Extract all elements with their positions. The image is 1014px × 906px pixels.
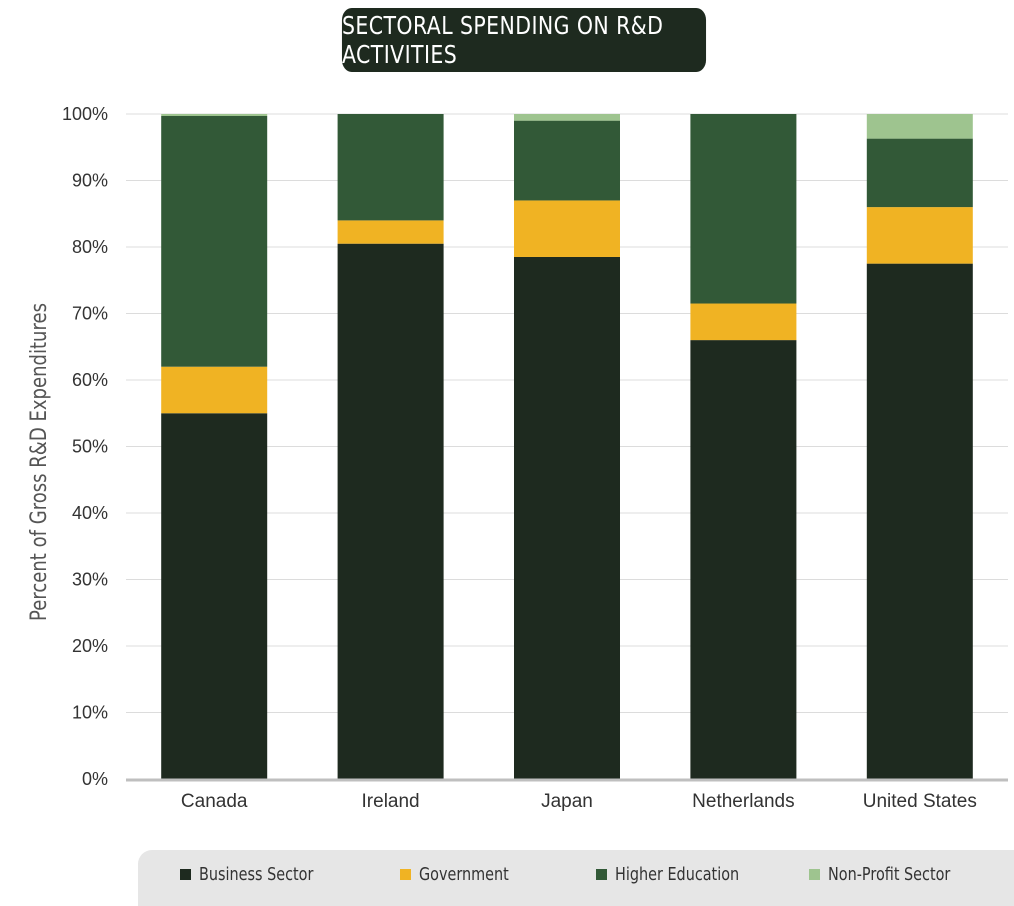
bar-segment xyxy=(866,138,973,208)
y-tick-labels: 0% 10% 20% 30% 40% 50% 60% 70% 80% 90% 100% xyxy=(62,104,108,789)
stacked-bar-chart: 0% 10% 20% 30% 40% 50% 60% 70% 80% 90% 100% Canada… xyxy=(25,104,1008,812)
legend-label: Higher Education xyxy=(615,864,740,885)
y-tick-label: 70% xyxy=(72,304,108,324)
legend-item: Business Sector xyxy=(180,864,342,885)
bar-segment xyxy=(514,120,620,201)
legend: Business Sector Government Higher Educatio… xyxy=(138,850,1014,906)
y-tick-label: 40% xyxy=(72,503,108,523)
bar-segment xyxy=(337,220,444,244)
bar-segment xyxy=(514,256,620,780)
y-tick-label: 0% xyxy=(82,769,108,789)
x-tick-label: Canada xyxy=(181,791,248,812)
bar-segment xyxy=(866,114,973,139)
legend-item: Higher Education xyxy=(596,864,770,885)
x-tick-label: Ireland xyxy=(362,791,420,812)
legend-swatch xyxy=(596,869,607,880)
y-tick-label: 10% xyxy=(72,703,108,723)
bar-segment xyxy=(690,303,797,341)
x-tick-label: United States xyxy=(863,791,977,812)
bar-segment xyxy=(514,114,620,121)
bar-segment xyxy=(866,207,973,264)
bars xyxy=(161,114,973,780)
legend-item: Non-Profit Sector xyxy=(809,864,981,885)
x-tick-label: Japan xyxy=(541,791,593,812)
x-tick-label: Netherlands xyxy=(692,791,794,812)
y-tick-label: 50% xyxy=(72,437,108,457)
legend-swatch xyxy=(809,869,820,880)
chart-title: SECTORAL SPENDING ON R&D ACTIVITIES xyxy=(341,8,707,72)
bar-segment xyxy=(161,115,268,367)
legend-item: Government xyxy=(400,864,531,885)
legend-swatch xyxy=(180,869,191,880)
bar-segment xyxy=(514,200,620,257)
legend-label: Business Sector xyxy=(199,864,314,885)
bar-segment xyxy=(690,340,797,779)
bar-segment xyxy=(161,114,268,116)
bar-segment xyxy=(337,114,444,221)
bar-segment xyxy=(161,366,268,414)
y-tick-label: 60% xyxy=(72,370,108,390)
y-tick-label: 80% xyxy=(72,237,108,257)
x-tick-labels: Canada Ireland Japan Netherlands United Stat… xyxy=(181,791,977,812)
y-tick-label: 90% xyxy=(72,171,108,191)
legend-label: Government xyxy=(419,864,509,885)
bar-segment xyxy=(161,413,268,779)
legend-label: Non-Profit Sector xyxy=(828,864,951,885)
y-tick-label: 100% xyxy=(62,104,108,124)
bar-segment xyxy=(337,243,444,780)
bar-segment xyxy=(690,114,797,304)
bar-segment xyxy=(866,263,973,779)
y-tick-label: 30% xyxy=(72,570,108,590)
legend-swatch xyxy=(400,869,411,880)
y-axis-label: Percent of Gross R&D Expenditures xyxy=(25,303,51,621)
y-tick-label: 20% xyxy=(72,636,108,656)
